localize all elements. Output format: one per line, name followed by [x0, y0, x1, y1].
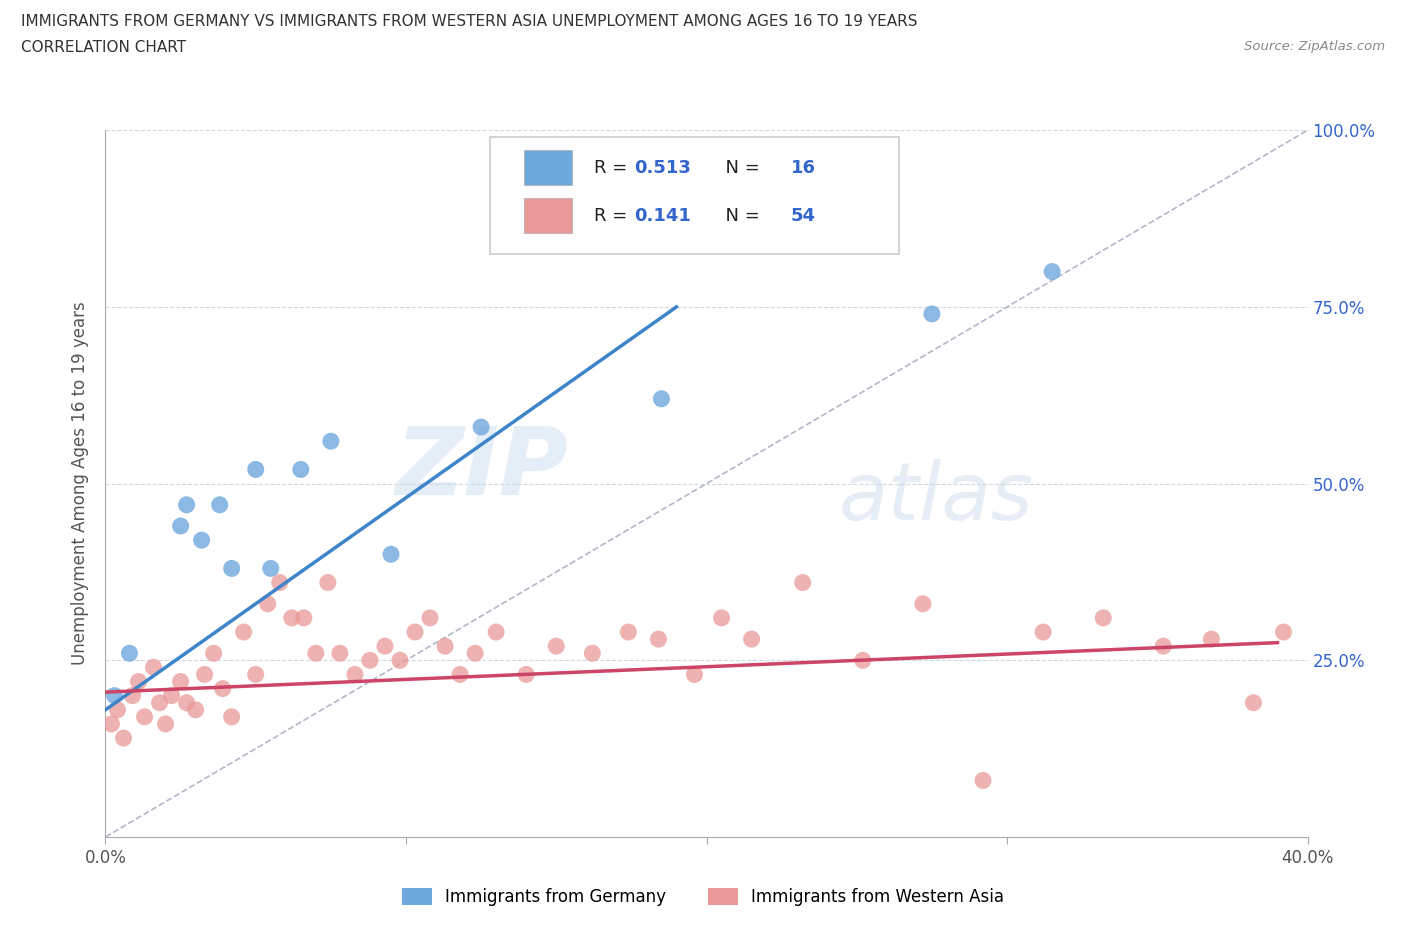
Point	[128, 674, 150, 689]
Text: 0.513: 0.513	[634, 159, 692, 177]
Point	[107, 702, 129, 717]
Text: N =: N =	[714, 206, 765, 225]
Point	[260, 561, 283, 576]
Point	[710, 610, 733, 625]
Text: R =: R =	[593, 159, 633, 177]
Point	[1272, 625, 1295, 640]
Point	[269, 575, 291, 590]
Point	[683, 667, 706, 682]
Text: IMMIGRANTS FROM GERMANY VS IMMIGRANTS FROM WESTERN ASIA UNEMPLOYMENT AMONG AGES : IMMIGRANTS FROM GERMANY VS IMMIGRANTS FR…	[21, 14, 918, 29]
Point	[1243, 696, 1265, 711]
Point	[100, 716, 122, 731]
Point	[1032, 625, 1054, 640]
Point	[316, 575, 339, 590]
Point	[208, 498, 231, 512]
Text: ZIP: ZIP	[395, 423, 568, 515]
Point	[650, 392, 672, 406]
Point	[388, 653, 411, 668]
Point	[290, 462, 312, 477]
Point	[211, 681, 233, 696]
Point	[546, 639, 568, 654]
Text: 16: 16	[790, 159, 815, 177]
Point	[741, 631, 763, 646]
Point	[118, 645, 141, 660]
Point	[202, 645, 225, 660]
Text: Source: ZipAtlas.com: Source: ZipAtlas.com	[1244, 40, 1385, 53]
Point	[647, 631, 669, 646]
Point	[305, 645, 328, 660]
Point	[343, 667, 366, 682]
Point	[292, 610, 315, 625]
Point	[464, 645, 486, 660]
Point	[142, 660, 165, 675]
Point	[232, 625, 254, 640]
Text: atlas: atlas	[839, 458, 1033, 537]
Point	[221, 561, 243, 576]
Point	[581, 645, 603, 660]
Point	[470, 419, 492, 434]
Point	[169, 519, 191, 534]
Point	[1040, 264, 1063, 279]
Point	[972, 773, 994, 788]
Point	[329, 645, 352, 660]
Point	[1092, 610, 1115, 625]
Point	[160, 688, 183, 703]
Point	[404, 625, 426, 640]
Point	[419, 610, 441, 625]
Point	[256, 596, 278, 611]
FancyBboxPatch shape	[491, 138, 898, 254]
Point	[134, 710, 156, 724]
Point	[515, 667, 537, 682]
Point	[148, 696, 170, 711]
Point	[1152, 639, 1174, 654]
Text: R =: R =	[593, 206, 633, 225]
Point	[184, 702, 207, 717]
Text: N =: N =	[714, 159, 765, 177]
Point	[852, 653, 875, 668]
Legend: Immigrants from Germany, Immigrants from Western Asia: Immigrants from Germany, Immigrants from…	[395, 881, 1011, 912]
Point	[792, 575, 814, 590]
Point	[319, 433, 342, 448]
Point	[380, 547, 402, 562]
Point	[485, 625, 508, 640]
Point	[434, 639, 457, 654]
Point	[121, 688, 143, 703]
Point	[281, 610, 304, 625]
Point	[617, 625, 640, 640]
Point	[921, 307, 943, 322]
FancyBboxPatch shape	[524, 150, 572, 185]
Point	[374, 639, 396, 654]
Point	[1201, 631, 1223, 646]
Y-axis label: Unemployment Among Ages 16 to 19 years: Unemployment Among Ages 16 to 19 years	[72, 301, 90, 666]
Text: 0.141: 0.141	[634, 206, 692, 225]
Point	[245, 462, 267, 477]
Point	[169, 674, 191, 689]
Point	[176, 696, 198, 711]
FancyBboxPatch shape	[524, 198, 572, 233]
Point	[449, 667, 471, 682]
Point	[194, 667, 217, 682]
Point	[155, 716, 177, 731]
Point	[103, 688, 125, 703]
Point	[112, 731, 135, 746]
Point	[176, 498, 198, 512]
Text: CORRELATION CHART: CORRELATION CHART	[21, 40, 186, 55]
Point	[911, 596, 934, 611]
Point	[245, 667, 267, 682]
Point	[359, 653, 381, 668]
Point	[190, 533, 212, 548]
Point	[221, 710, 243, 724]
Text: 54: 54	[790, 206, 815, 225]
